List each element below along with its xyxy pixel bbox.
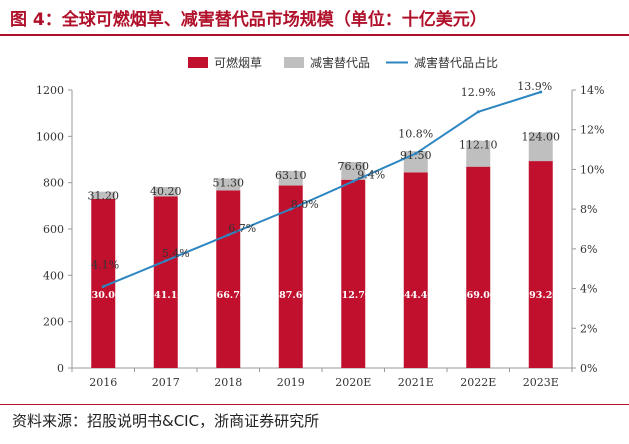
y-left-tick-label: 1000 xyxy=(36,130,64,143)
data-label-combustible: 730.00 xyxy=(85,290,122,301)
data-label-reduced-risk: 31.20 xyxy=(88,190,120,203)
y-right-tick-label: 10% xyxy=(580,163,604,176)
y-right-tick-label: 12% xyxy=(580,124,604,137)
bar-combustible xyxy=(403,172,428,368)
bar-combustible xyxy=(216,190,241,368)
source-note: 资料来源：招股说明书&CIC，浙商证券研究所 xyxy=(12,412,320,430)
y-right-tick-label: 8% xyxy=(580,203,597,216)
data-label-combustible: 844.40 xyxy=(398,290,435,301)
y-right-tick-label: 0% xyxy=(580,362,597,375)
y-left-tick-label: 800 xyxy=(43,177,64,190)
legend: 可燃烟草 减害替代品 减害替代品占比 xyxy=(188,55,498,70)
share-line-point xyxy=(414,152,418,156)
share-line-point xyxy=(351,179,355,183)
bar-combustible xyxy=(466,166,491,368)
x-tick-label: 2020E xyxy=(335,376,371,389)
y-right-tick-label: 6% xyxy=(580,243,597,256)
data-label-share: 9.4% xyxy=(357,168,385,181)
data-label-combustible: 741.10 xyxy=(148,290,185,301)
bar-reduced-risk xyxy=(216,178,241,191)
data-label-reduced-risk: 40.20 xyxy=(150,185,182,198)
share-line-point xyxy=(476,110,480,114)
data-label-combustible: 812.70 xyxy=(335,290,372,301)
share-line xyxy=(102,91,542,288)
bar-combustible xyxy=(278,185,303,368)
share-line-point xyxy=(289,207,293,211)
share-line-point xyxy=(226,233,230,237)
share-line-point xyxy=(101,285,105,289)
y-left-tick-label: 200 xyxy=(43,316,64,329)
x-tick-label: 2022E xyxy=(460,376,496,389)
data-label-reduced-risk: 51.30 xyxy=(213,176,245,189)
legend-swatch xyxy=(188,57,208,68)
y-left-tick-label: 400 xyxy=(43,269,64,282)
data-label-share: 8.0% xyxy=(291,198,319,211)
data-label-share: 6.7% xyxy=(228,222,256,235)
chart-axes: 0 200 400 600 800 1000 1200 0% 2% 4% 6% 8% 10% 12% 14%… xyxy=(36,84,604,389)
y-left-tick-label: 1200 xyxy=(36,84,64,97)
data-label-reduced-risk: 91.50 xyxy=(400,149,432,162)
data-label-combustible: 766.70 xyxy=(210,290,247,301)
x-tick-label: 2016 xyxy=(89,376,117,389)
bar-reduced-risk xyxy=(466,140,491,167)
legend-label: 可燃烟草 xyxy=(214,55,262,70)
data-label-group: 730.00 741.10 766.70 787.60 812.70 844.40 869.… xyxy=(85,80,560,301)
y-left-tick-label: 0 xyxy=(57,362,64,375)
data-label-share: 5.4% xyxy=(162,247,190,260)
x-tick-label: 2023E xyxy=(523,376,559,389)
y-right-tick-label: 14% xyxy=(580,84,604,97)
figure-title: 图 4：全球可燃烟草、减害替代品市场规模（单位：十亿美元） xyxy=(10,9,487,30)
data-label-share: 10.8% xyxy=(398,128,433,141)
data-label-reduced-risk: 124.00 xyxy=(522,130,561,143)
share-line-point xyxy=(164,259,168,263)
legend-swatch xyxy=(284,57,304,68)
bar-combustible xyxy=(341,179,366,368)
x-tick-label: 2018 xyxy=(214,376,242,389)
data-label-combustible: 893.20 xyxy=(523,290,560,301)
data-label-reduced-risk: 76.60 xyxy=(338,160,370,173)
y-right-tick-label: 4% xyxy=(580,283,597,296)
bar-group xyxy=(91,132,553,368)
data-label-combustible: 787.60 xyxy=(273,290,310,301)
source-rule xyxy=(0,404,629,405)
y-left-tick-label: 600 xyxy=(43,223,64,236)
bar-reduced-risk xyxy=(91,191,116,199)
legend-label: 减害替代品占比 xyxy=(414,55,498,70)
data-label-share: 12.9% xyxy=(461,86,496,99)
data-label-reduced-risk: 63.10 xyxy=(275,169,307,182)
bar-reduced-risk xyxy=(278,170,303,186)
bar-combustible xyxy=(528,161,553,368)
data-label-combustible: 869.00 xyxy=(460,290,497,301)
data-label-reduced-risk: 112.10 xyxy=(459,139,498,152)
y-right-tick-label: 2% xyxy=(580,322,597,335)
x-tick-label: 2019 xyxy=(277,376,305,389)
chart: 可燃烟草 减害替代品 减害替代品占比 0 200 400 600 800 1000 1200 0%… xyxy=(36,55,604,389)
bar-reduced-risk xyxy=(341,161,366,180)
share-line-point xyxy=(539,90,543,94)
data-label-share: 4.1% xyxy=(91,259,119,272)
legend-label: 减害替代品 xyxy=(310,55,370,70)
x-tick-label: 2017 xyxy=(152,376,180,389)
x-tick-label: 2021E xyxy=(398,376,434,389)
bar-reduced-risk xyxy=(153,186,178,197)
bar-reduced-risk xyxy=(528,132,553,162)
line-group xyxy=(101,90,543,289)
data-label-share: 13.9% xyxy=(517,80,552,93)
bar-combustible xyxy=(153,196,178,368)
title-rule xyxy=(0,34,629,36)
